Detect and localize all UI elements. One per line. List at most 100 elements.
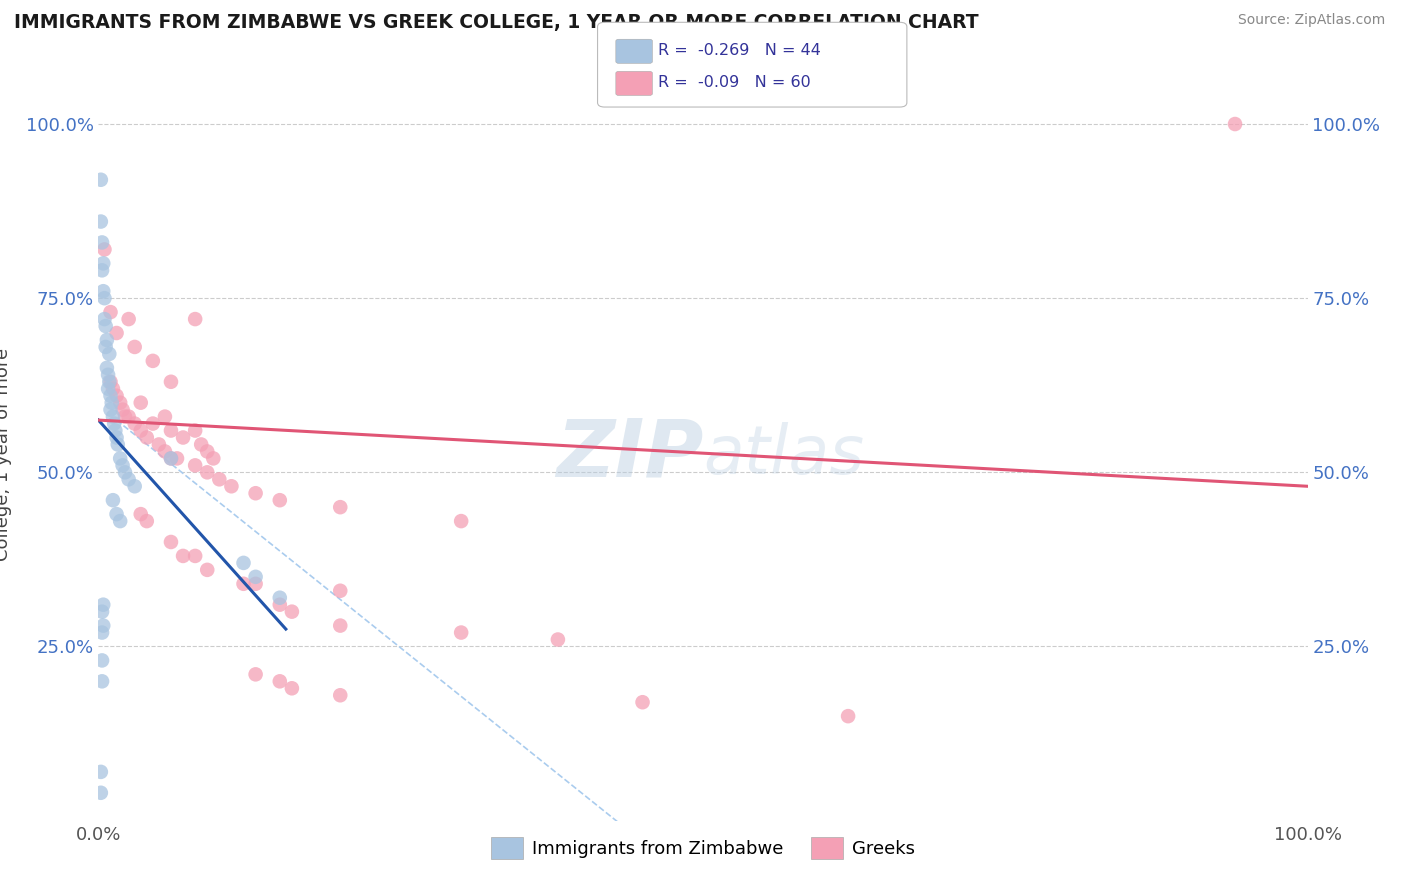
Point [837, 709, 859, 723]
Point [100, 305, 122, 319]
Point [96, 333, 118, 347]
Point [450, 514, 472, 528]
Point [108, 395, 131, 409]
Point [195, 563, 218, 577]
Point [97, 368, 120, 382]
Point [91, 674, 114, 689]
Point [90, 786, 112, 800]
Point [547, 632, 569, 647]
Point [91, 618, 114, 632]
Point [104, 424, 127, 438]
Point [91, 598, 114, 612]
Point [172, 549, 194, 563]
Point [202, 451, 225, 466]
Point [631, 695, 654, 709]
Point [91, 263, 114, 277]
Point [135, 514, 157, 528]
Point [245, 667, 267, 681]
Point [329, 500, 352, 515]
Point [245, 486, 267, 500]
Point [98, 375, 121, 389]
Point [105, 507, 128, 521]
Point [118, 409, 141, 424]
Point [184, 549, 207, 563]
Point [129, 395, 152, 409]
Point [93, 312, 115, 326]
Point [111, 458, 134, 473]
Y-axis label: College, 1 year or more: College, 1 year or more [0, 349, 11, 561]
Point [91, 235, 114, 250]
Point [160, 375, 183, 389]
Point [245, 570, 267, 584]
Point [90, 214, 112, 228]
Point [281, 605, 304, 619]
Text: atlas: atlas [703, 422, 865, 488]
Point [91, 256, 114, 270]
Point [93, 243, 115, 257]
Text: IMMIGRANTS FROM ZIMBABWE VS GREEK COLLEGE, 1 YEAR OR MORE CORRELATION CHART: IMMIGRANTS FROM ZIMBABWE VS GREEK COLLEG… [14, 13, 979, 32]
Point [135, 430, 157, 444]
Point [100, 402, 122, 417]
Point [1223, 117, 1246, 131]
Point [94, 340, 117, 354]
Point [142, 354, 165, 368]
Point [329, 583, 352, 598]
Point [153, 444, 176, 458]
Point [114, 409, 136, 424]
Point [111, 402, 134, 417]
Point [184, 424, 207, 438]
Point [160, 535, 183, 549]
Point [105, 326, 128, 340]
Point [172, 430, 194, 444]
Point [329, 618, 352, 632]
Point [129, 424, 152, 438]
Point [232, 576, 254, 591]
Point [153, 409, 176, 424]
Point [107, 437, 129, 451]
Point [124, 340, 146, 354]
Point [91, 605, 114, 619]
Point [232, 556, 254, 570]
Point [166, 451, 188, 466]
Point [98, 347, 121, 361]
Point [281, 681, 304, 696]
Point [184, 312, 207, 326]
Point [245, 576, 267, 591]
Point [195, 444, 218, 458]
Point [105, 430, 128, 444]
Point [190, 437, 212, 451]
Point [118, 312, 141, 326]
Text: ZIP: ZIP [555, 416, 703, 494]
Point [129, 507, 152, 521]
Point [96, 360, 118, 375]
Point [142, 417, 165, 431]
Point [118, 472, 141, 486]
Point [90, 173, 112, 187]
Point [100, 395, 122, 409]
Point [124, 479, 146, 493]
Text: R =  -0.269   N = 44: R = -0.269 N = 44 [658, 44, 821, 58]
Point [100, 389, 122, 403]
Point [108, 514, 131, 528]
Point [221, 479, 243, 493]
Point [450, 625, 472, 640]
Point [103, 417, 125, 431]
Point [97, 382, 120, 396]
Point [160, 451, 183, 466]
Point [269, 493, 291, 508]
Point [91, 653, 114, 667]
Text: R =  -0.09   N = 60: R = -0.09 N = 60 [658, 76, 811, 90]
Point [195, 466, 218, 480]
Point [101, 382, 124, 396]
Point [105, 389, 128, 403]
Point [114, 466, 136, 480]
Point [160, 424, 183, 438]
Point [184, 458, 207, 473]
Point [160, 451, 183, 466]
Point [90, 764, 112, 779]
Point [93, 291, 115, 305]
Point [269, 598, 291, 612]
Point [91, 625, 114, 640]
Point [101, 493, 124, 508]
Legend: Immigrants from Zimbabwe, Greeks: Immigrants from Zimbabwe, Greeks [484, 830, 922, 866]
